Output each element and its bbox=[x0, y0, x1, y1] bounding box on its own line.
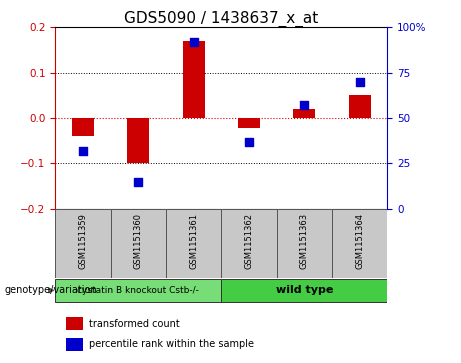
Point bbox=[190, 39, 197, 45]
Text: genotype/variation: genotype/variation bbox=[5, 285, 97, 295]
Point bbox=[245, 139, 253, 144]
Bar bbox=[72, 118, 94, 136]
Bar bbox=[293, 109, 315, 118]
Bar bbox=[238, 118, 260, 128]
Text: GSM1151362: GSM1151362 bbox=[244, 213, 254, 269]
Bar bbox=[332, 209, 387, 278]
Text: GSM1151360: GSM1151360 bbox=[134, 213, 143, 269]
Text: GSM1151361: GSM1151361 bbox=[189, 213, 198, 269]
Point bbox=[135, 179, 142, 184]
Point bbox=[356, 79, 363, 85]
Bar bbox=[66, 338, 83, 351]
Point bbox=[79, 148, 87, 154]
Bar bbox=[111, 209, 166, 278]
Text: transformed count: transformed count bbox=[89, 318, 179, 329]
Bar bbox=[277, 209, 332, 278]
Title: GDS5090 / 1438637_x_at: GDS5090 / 1438637_x_at bbox=[124, 11, 319, 27]
Text: percentile rank within the sample: percentile rank within the sample bbox=[89, 339, 254, 350]
Bar bbox=[166, 209, 221, 278]
Bar bbox=[66, 317, 83, 330]
Bar bbox=[127, 118, 149, 163]
Bar bbox=[55, 279, 221, 302]
Bar bbox=[55, 209, 111, 278]
Text: cystatin B knockout Cstb-/-: cystatin B knockout Cstb-/- bbox=[77, 286, 199, 295]
Text: GSM1151359: GSM1151359 bbox=[78, 213, 88, 269]
Point bbox=[301, 102, 308, 108]
Text: GSM1151363: GSM1151363 bbox=[300, 213, 309, 269]
Bar bbox=[183, 41, 205, 118]
Bar bbox=[221, 279, 387, 302]
Text: wild type: wild type bbox=[276, 285, 333, 295]
Text: GSM1151364: GSM1151364 bbox=[355, 213, 364, 269]
Bar bbox=[349, 95, 371, 118]
Bar bbox=[221, 209, 277, 278]
